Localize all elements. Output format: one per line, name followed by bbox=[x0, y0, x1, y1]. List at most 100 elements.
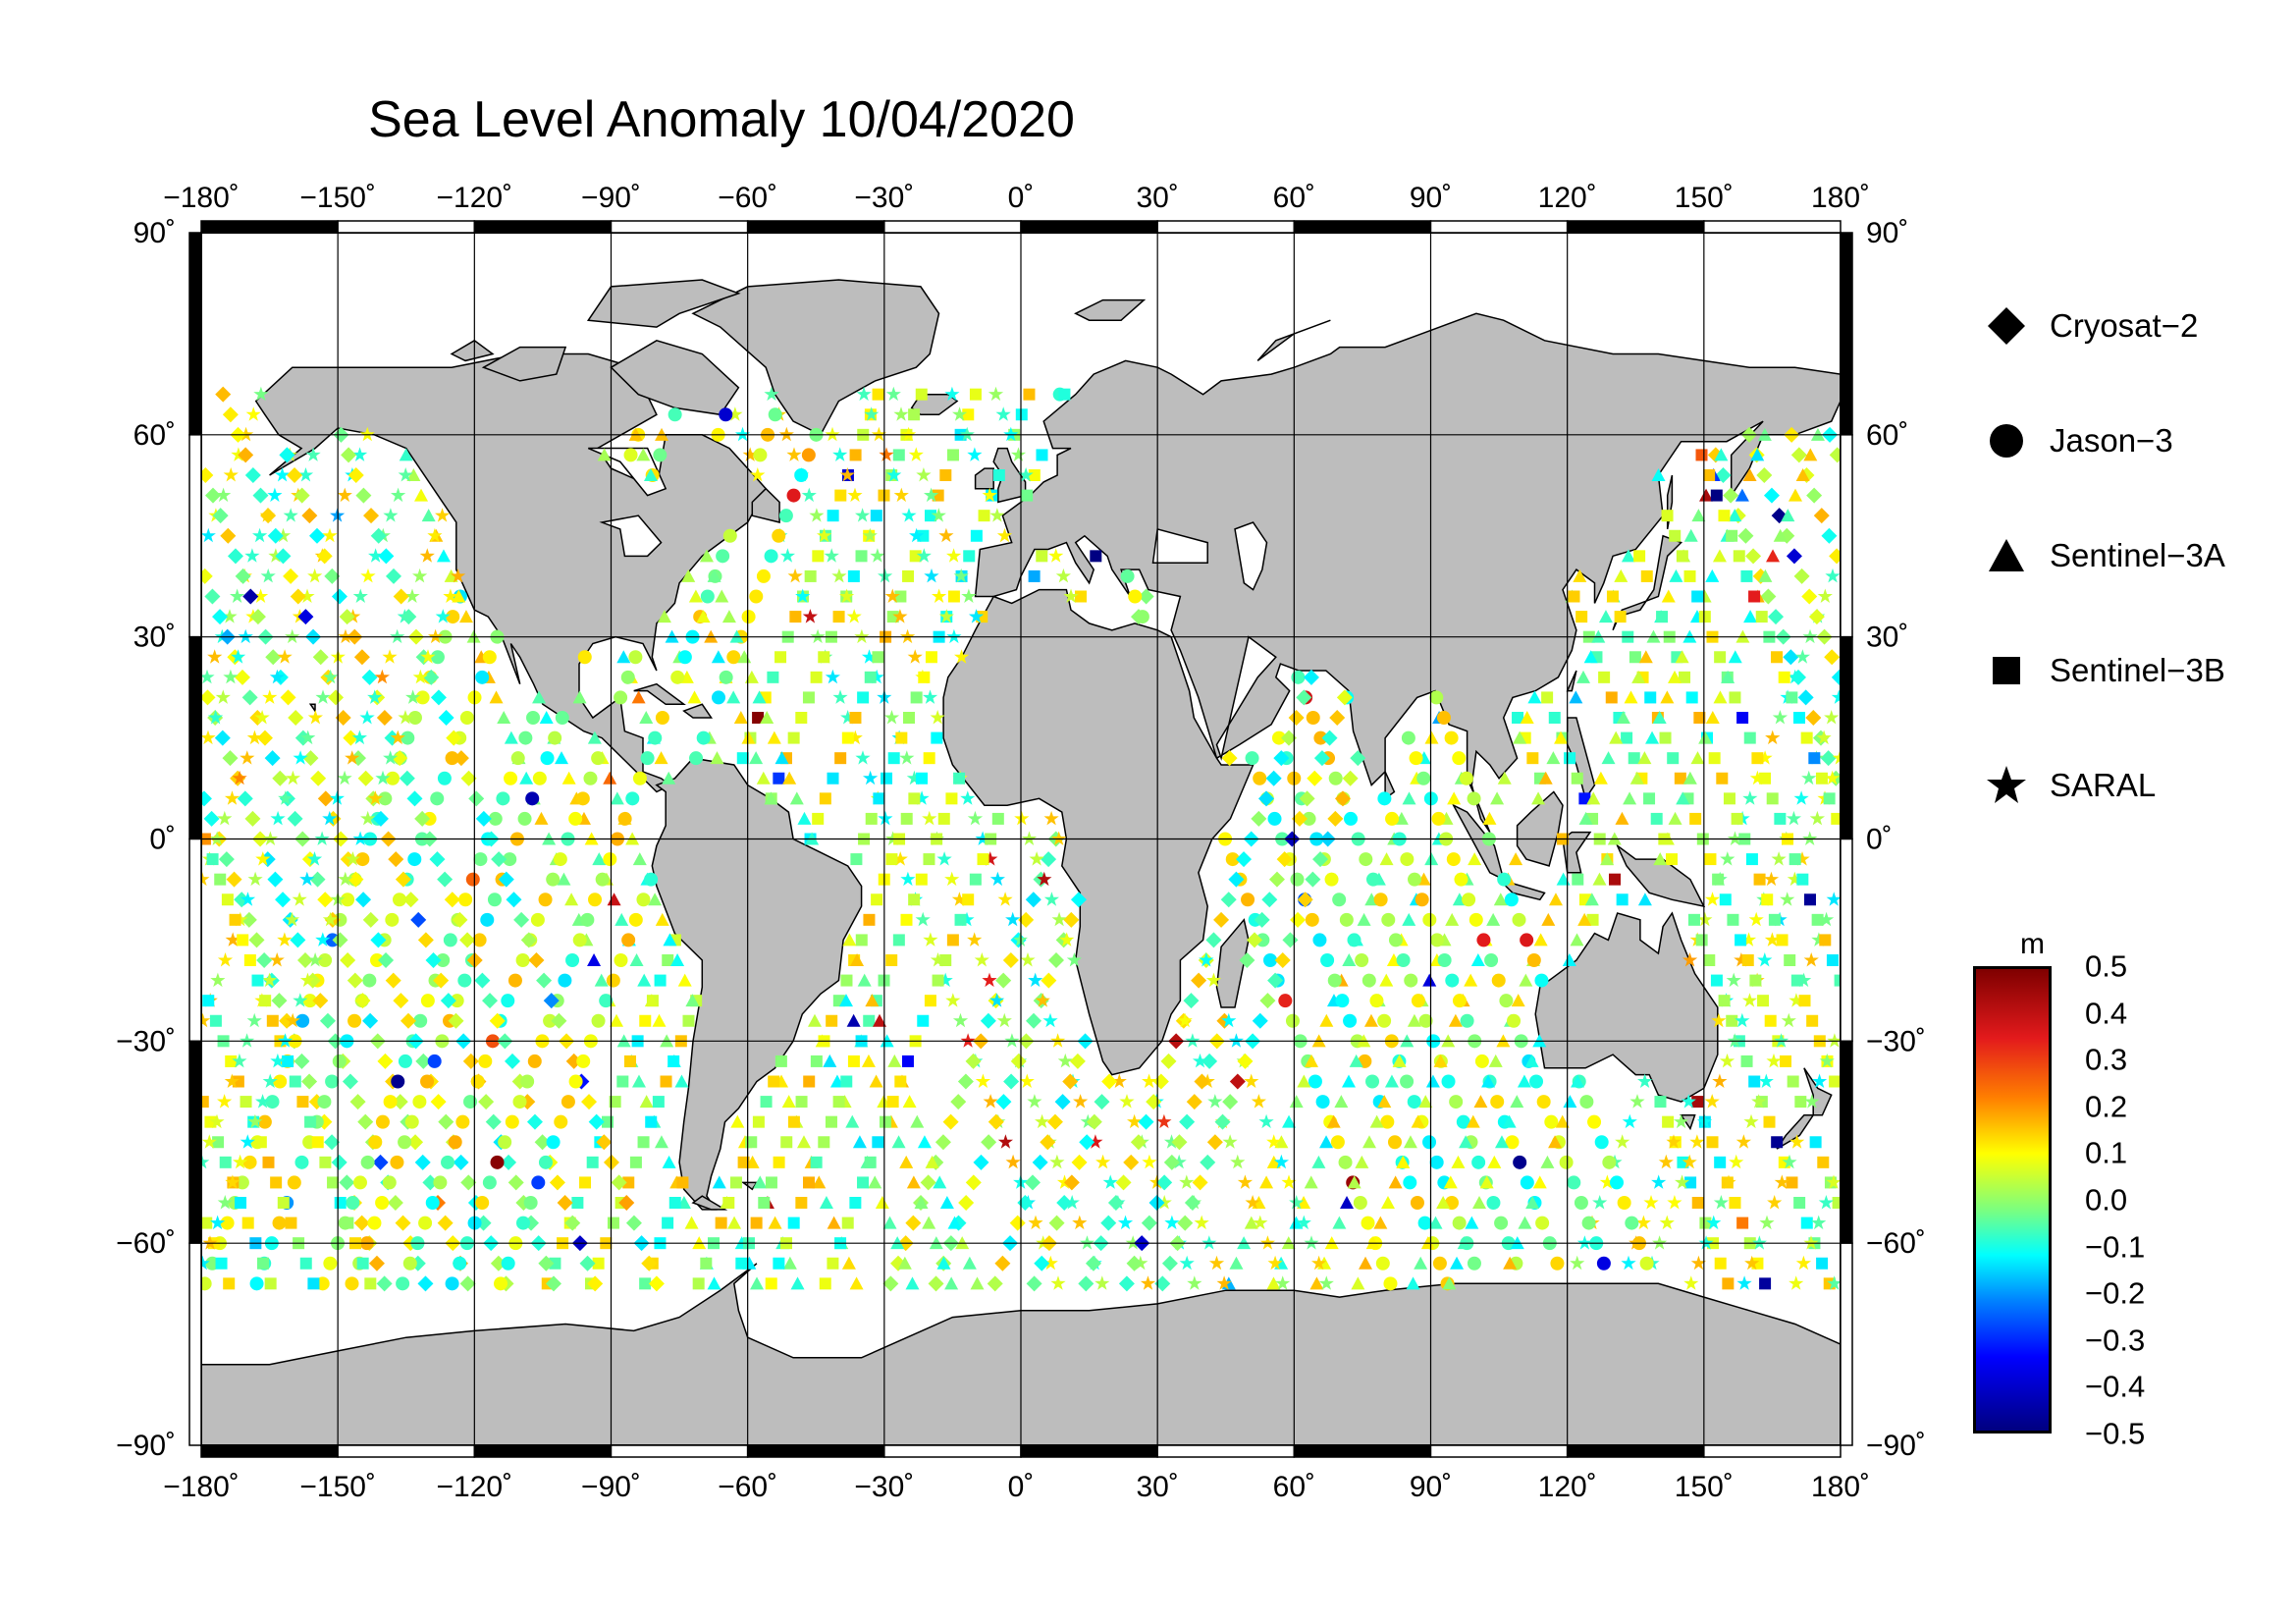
track-sample-circle bbox=[1312, 933, 1327, 947]
track-sample-circle bbox=[1380, 1114, 1395, 1129]
track-sample-square bbox=[908, 792, 921, 805]
track-sample-square bbox=[1726, 529, 1738, 542]
track-sample-diamond bbox=[1192, 1174, 1208, 1191]
track-sample-diamond bbox=[341, 447, 357, 463]
track-sample-star bbox=[1748, 911, 1764, 927]
track-sample-diamond bbox=[1186, 1094, 1202, 1110]
track-sample-diamond bbox=[395, 1215, 411, 1231]
track-sample-star bbox=[293, 750, 308, 765]
frame-band-bottom bbox=[1566, 1444, 1705, 1458]
track-sample-star bbox=[1004, 1033, 1020, 1048]
track-sample-triangle bbox=[1407, 1013, 1421, 1027]
track-sample-diamond bbox=[260, 508, 277, 524]
track-sample-square bbox=[802, 691, 815, 704]
track-sample-star bbox=[1073, 1094, 1089, 1109]
track-sample-square bbox=[826, 1014, 838, 1027]
track-sample-diamond bbox=[212, 508, 229, 524]
track-sample-star bbox=[764, 386, 779, 402]
track-sample-square bbox=[902, 569, 915, 582]
track-sample-star bbox=[847, 487, 863, 503]
track-sample-diamond bbox=[265, 649, 282, 666]
track-sample-square bbox=[872, 388, 884, 401]
track-sample-square bbox=[327, 1176, 340, 1189]
track-sample-square bbox=[819, 792, 831, 805]
track-sample-diamond bbox=[625, 1215, 642, 1231]
lat-tick-label-right: 0˚ bbox=[1866, 824, 1893, 856]
track-sample-diamond bbox=[1276, 851, 1293, 868]
track-sample-diamond bbox=[1783, 649, 1799, 666]
track-sample-square bbox=[787, 731, 800, 744]
track-sample-diamond bbox=[545, 1275, 561, 1292]
track-sample-diamond bbox=[1040, 1134, 1056, 1151]
track-sample-diamond bbox=[406, 790, 423, 807]
track-sample-diamond bbox=[1299, 790, 1315, 807]
track-sample-star bbox=[1811, 932, 1827, 947]
track-sample-square bbox=[773, 1156, 785, 1168]
track-sample-diamond bbox=[579, 1255, 596, 1271]
track-sample-star bbox=[201, 669, 215, 684]
track-sample-star bbox=[299, 871, 315, 887]
track-sample-circle bbox=[1396, 953, 1411, 967]
track-sample-star bbox=[1088, 1134, 1103, 1149]
track-sample-star bbox=[1689, 1134, 1705, 1149]
track-sample-star bbox=[1258, 1113, 1274, 1129]
track-sample-triangle bbox=[744, 670, 759, 683]
track-sample-diamond bbox=[1003, 1073, 1020, 1090]
track-sample-diamond bbox=[485, 1113, 502, 1130]
track-sample-triangle bbox=[657, 610, 671, 623]
track-sample-star bbox=[360, 568, 376, 583]
track-sample-star bbox=[215, 689, 231, 704]
track-sample-triangle bbox=[610, 791, 624, 805]
track-sample-diamond bbox=[1041, 851, 1057, 868]
track-sample-star bbox=[945, 993, 961, 1007]
track-sample-triangle bbox=[1342, 953, 1357, 966]
track-sample-triangle bbox=[1638, 650, 1653, 664]
track-sample-square bbox=[1650, 812, 1663, 825]
track-sample-triangle bbox=[1494, 1135, 1509, 1149]
lat-tick-label-left: −60˚ bbox=[116, 1227, 176, 1260]
track-sample-diamond bbox=[942, 1113, 959, 1130]
track-sample-diamond bbox=[1041, 972, 1057, 989]
track-sample-star bbox=[1789, 1275, 1804, 1290]
track-sample-star bbox=[1095, 1154, 1111, 1169]
frame-band-bottom bbox=[1156, 1444, 1296, 1458]
track-sample-triangle bbox=[1600, 852, 1615, 866]
track-sample-star bbox=[405, 689, 421, 704]
track-sample-circle bbox=[1429, 690, 1444, 705]
track-sample-triangle bbox=[1554, 730, 1569, 744]
track-sample-triangle bbox=[1472, 1196, 1487, 1209]
track-sample-circle bbox=[1401, 730, 1415, 745]
track-sample-star bbox=[892, 609, 908, 623]
track-sample-square bbox=[1703, 469, 1716, 481]
track-sample-square bbox=[892, 449, 905, 461]
lat-tick-label-right: 60˚ bbox=[1866, 419, 1908, 452]
track-sample-square bbox=[925, 651, 937, 664]
track-sample-square bbox=[277, 1197, 290, 1209]
track-sample-circle bbox=[614, 690, 628, 705]
track-sample-triangle bbox=[1524, 1054, 1539, 1067]
track-sample-diamond bbox=[475, 810, 492, 827]
track-sample-triangle bbox=[1652, 711, 1667, 724]
track-sample-star bbox=[1003, 426, 1019, 442]
track-sample-circle bbox=[527, 1054, 542, 1068]
colorbar-tick-label: −0.2 bbox=[2085, 1275, 2146, 1311]
track-sample-square bbox=[885, 853, 898, 866]
track-sample-star bbox=[262, 1073, 278, 1088]
track-sample-diamond bbox=[308, 527, 325, 544]
track-sample-triangle bbox=[629, 953, 644, 966]
track-sample-star bbox=[1221, 1012, 1237, 1028]
track-sample-star bbox=[855, 750, 871, 765]
track-sample-triangle bbox=[539, 711, 554, 724]
land-greenland bbox=[691, 279, 940, 436]
track-sample-circle bbox=[1460, 1013, 1474, 1028]
track-sample-star bbox=[1831, 689, 1841, 704]
track-sample-diamond bbox=[1034, 1255, 1050, 1271]
track-sample-circle bbox=[398, 1054, 412, 1068]
track-sample-diamond bbox=[414, 810, 431, 827]
track-sample-circle bbox=[1452, 751, 1467, 766]
track-sample-star bbox=[1066, 952, 1082, 967]
track-sample-diamond bbox=[1763, 487, 1780, 504]
track-sample-star bbox=[802, 609, 818, 623]
track-sample-square bbox=[834, 752, 847, 765]
track-sample-circle bbox=[576, 1054, 591, 1068]
